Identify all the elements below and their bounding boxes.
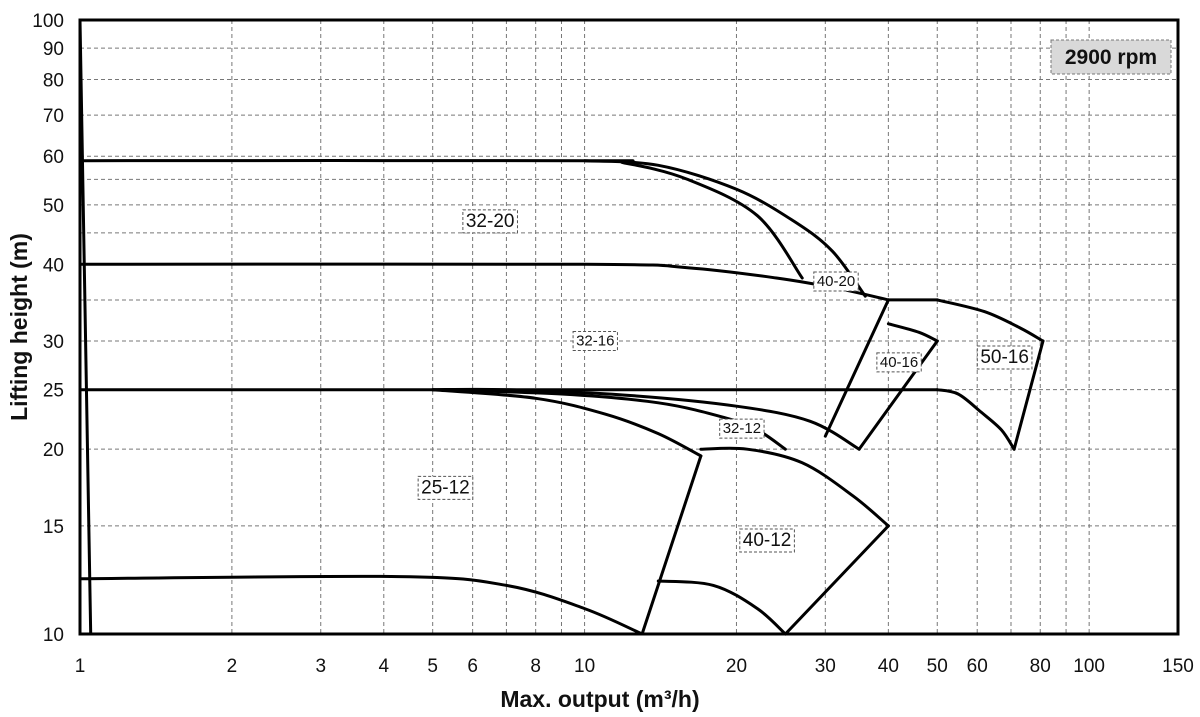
y-axis-title: Lifting height (m) bbox=[6, 233, 32, 421]
x-tick-label: 10 bbox=[574, 656, 595, 677]
region-label-text: 40-20 bbox=[817, 273, 855, 290]
x-tick-label: 30 bbox=[815, 656, 836, 677]
x-tick-label: 20 bbox=[726, 656, 747, 677]
region-label-text: 40-12 bbox=[743, 530, 792, 551]
region-label-50-16: 50-16 bbox=[976, 345, 1033, 370]
x-tick-label: 5 bbox=[427, 656, 438, 677]
region-label-40-16: 40-16 bbox=[876, 352, 922, 373]
performance-curve bbox=[935, 298, 1045, 343]
rpm-badge-box bbox=[1050, 39, 1172, 75]
region-label-box bbox=[719, 418, 765, 439]
region-label-32-20: 32-20 bbox=[462, 209, 518, 234]
y-tick-label: 100 bbox=[32, 11, 64, 32]
region-label-box bbox=[417, 475, 474, 500]
y-tick-label: 60 bbox=[43, 147, 64, 168]
y-tick-label: 50 bbox=[43, 196, 64, 217]
performance-curve bbox=[431, 387, 861, 451]
performance-curve bbox=[886, 322, 939, 343]
performance-curve bbox=[783, 524, 890, 636]
x-tick-label: 8 bbox=[530, 656, 541, 677]
y-tick-label: 90 bbox=[43, 39, 64, 60]
region-label-text: 32-16 bbox=[576, 333, 614, 350]
performance-curves bbox=[78, 18, 1180, 636]
x-tick-label: 100 bbox=[1073, 656, 1105, 677]
region-label-text: 25-12 bbox=[421, 477, 470, 498]
region-label-text: 32-20 bbox=[466, 211, 515, 232]
x-tick-label: 2 bbox=[227, 656, 238, 677]
model-region-labels: 32-20 40-20 32-16 40-16 50-16 32-12 25-12 40-12 bbox=[417, 209, 1033, 553]
y-tick-label: 20 bbox=[43, 440, 64, 461]
x-tick-label: 80 bbox=[1030, 656, 1051, 677]
performance-curve bbox=[857, 339, 939, 451]
x-tick-label: 60 bbox=[967, 656, 988, 677]
x-tick-label: 3 bbox=[315, 656, 326, 677]
rpm-badge-text: 2900 rpm bbox=[1065, 46, 1157, 69]
region-label-40-20: 40-20 bbox=[813, 271, 859, 292]
x-tick-label: 40 bbox=[878, 656, 899, 677]
x-tick-label: 50 bbox=[927, 656, 948, 677]
performance-curve bbox=[78, 262, 890, 302]
performance-curve bbox=[583, 159, 867, 298]
performance-curve bbox=[78, 574, 644, 636]
rpm-badge: 2900 rpm bbox=[1050, 39, 1172, 75]
region-label-box bbox=[739, 528, 795, 553]
y-tick-label: 10 bbox=[43, 625, 64, 646]
y-tick-label: 30 bbox=[43, 332, 64, 353]
x-tick-label: 150 bbox=[1162, 656, 1194, 677]
performance-curve bbox=[699, 446, 890, 528]
y-tick-label: 70 bbox=[43, 106, 64, 127]
x-tick-label: 4 bbox=[378, 656, 389, 677]
region-label-32-12: 32-12 bbox=[719, 418, 765, 439]
region-label-text: 40-16 bbox=[880, 354, 918, 371]
region-label-box bbox=[572, 331, 618, 352]
performance-curve bbox=[1012, 339, 1045, 451]
y-tick-label: 15 bbox=[43, 517, 64, 538]
region-label-box bbox=[976, 345, 1033, 370]
performance-curve bbox=[640, 454, 703, 636]
grid-lines bbox=[80, 20, 1178, 634]
performance-curve bbox=[935, 388, 1016, 451]
x-axis-title: Max. output (m³/h) bbox=[500, 686, 699, 712]
region-label-box bbox=[813, 271, 859, 292]
region-label-box bbox=[462, 209, 518, 234]
performance-curve bbox=[823, 298, 890, 438]
region-label-text: 50-16 bbox=[980, 347, 1029, 368]
x-tick-label: 6 bbox=[467, 656, 478, 677]
y-tick-label: 80 bbox=[43, 71, 64, 92]
performance-curve bbox=[656, 579, 787, 636]
region-label-text: 32-12 bbox=[723, 420, 761, 437]
performance-curve bbox=[78, 18, 93, 636]
plot-frame bbox=[78, 18, 1180, 636]
region-label-box bbox=[876, 352, 922, 373]
performance-curve bbox=[431, 388, 703, 458]
x-tick-label: 1 bbox=[75, 656, 86, 677]
region-label-25-12: 25-12 bbox=[417, 475, 474, 500]
performance-curve bbox=[78, 159, 804, 280]
tick-labels: 1 2 3 4 5 6 8 10 20 30 40 50 60 80 100 150 10 15 20 25 30 40 5… bbox=[32, 11, 1194, 677]
y-tick-label: 25 bbox=[43, 381, 64, 402]
region-label-40-12: 40-12 bbox=[739, 528, 795, 553]
region-label-32-16: 32-16 bbox=[572, 331, 618, 352]
y-tick-label: 40 bbox=[43, 255, 64, 276]
